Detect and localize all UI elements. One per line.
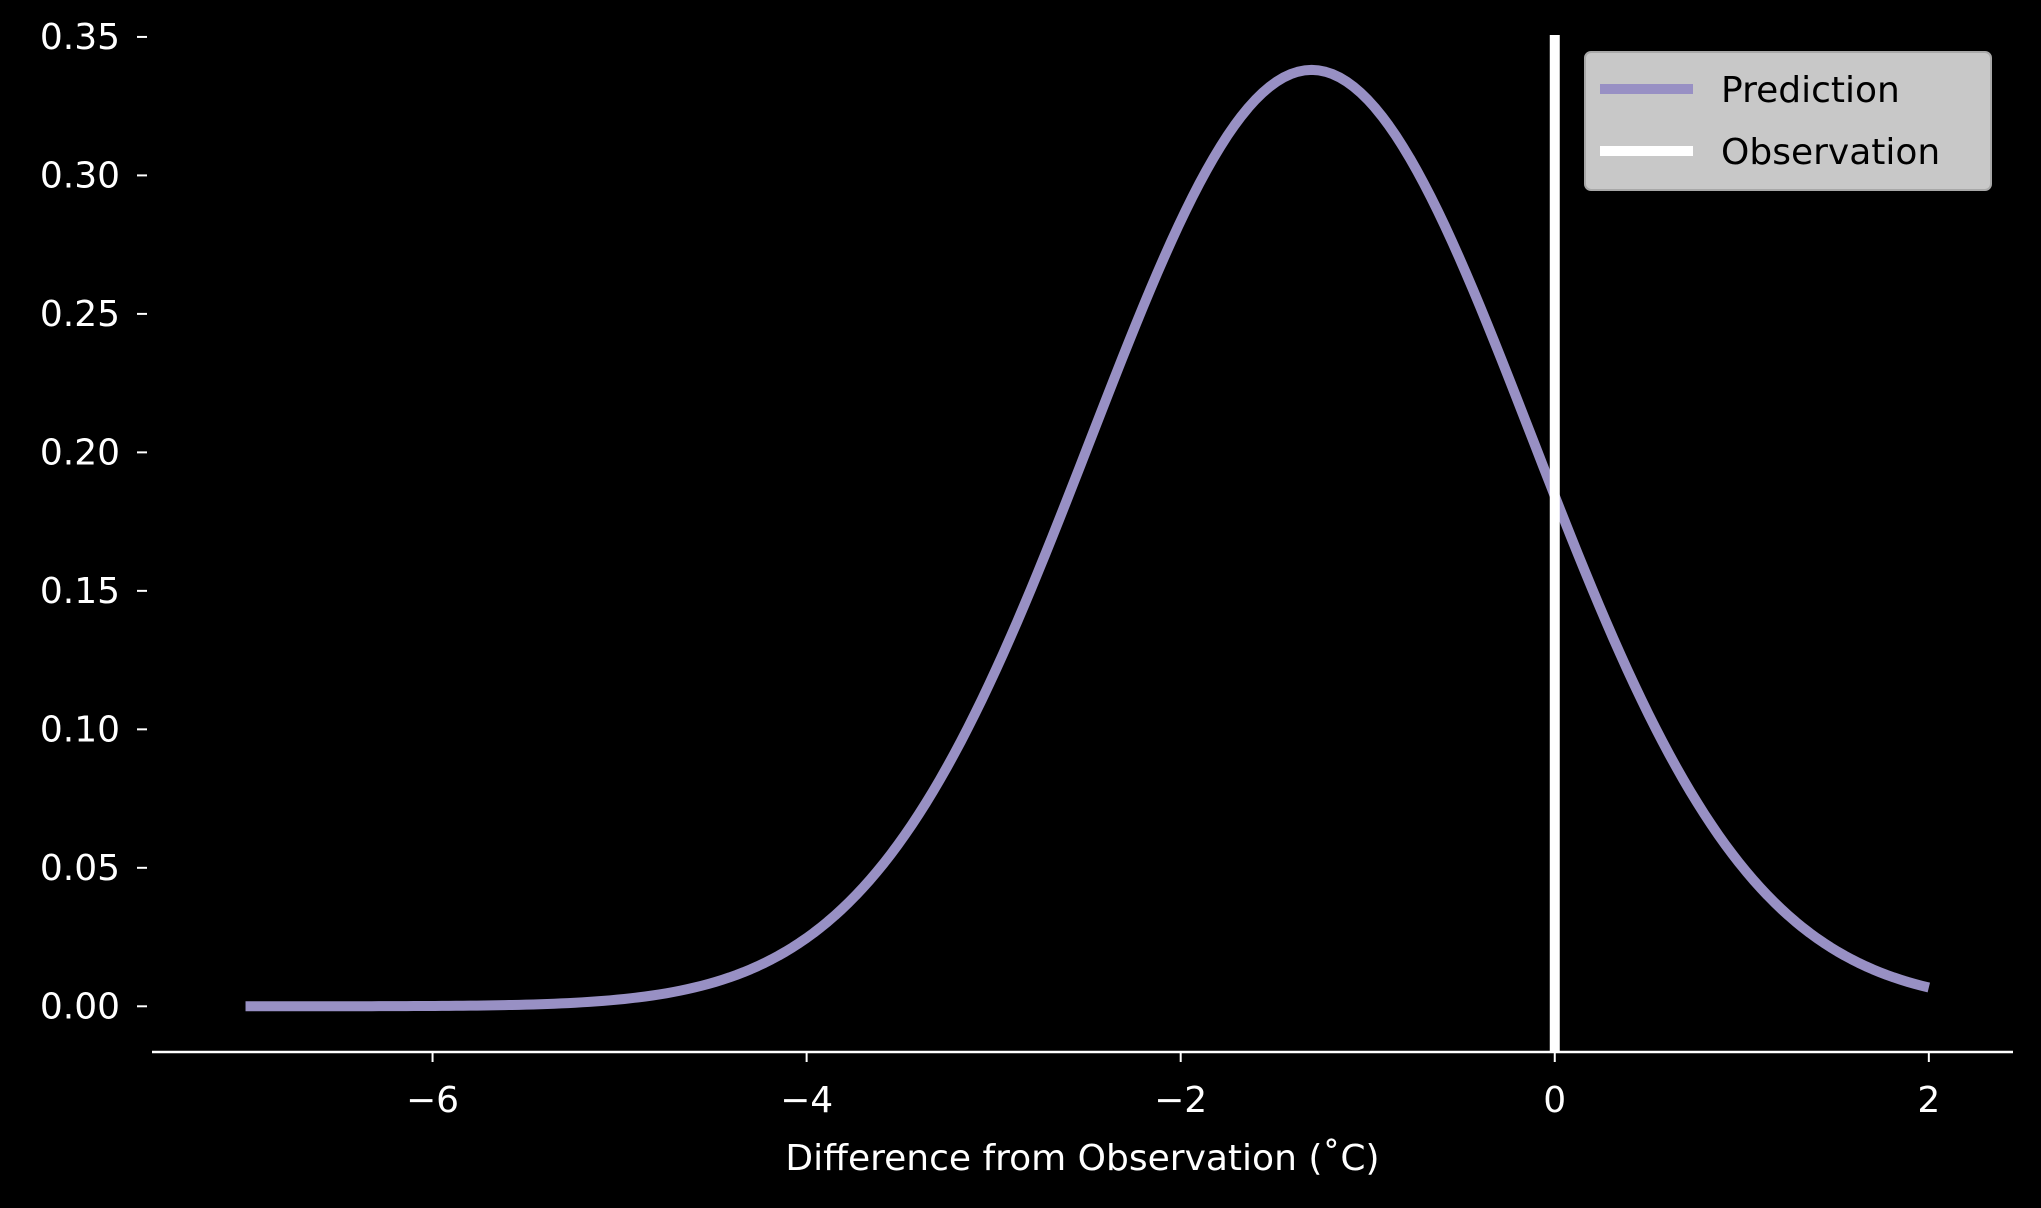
y-axis: 0.00 0.05 0.10 0.15 0.20 0.25 0.30 0.35: [40, 17, 147, 1027]
y-tick-label: 0.30: [40, 155, 120, 196]
x-axis-label: Difference from Observation (˚C): [785, 1138, 1379, 1179]
y-tick-label: 0.15: [40, 571, 120, 612]
legend-label-prediction: Prediction: [1721, 70, 1900, 111]
x-tick-label: −2: [1154, 1080, 1207, 1121]
x-tick-label: −4: [780, 1080, 833, 1121]
y-tick-label: 0.10: [40, 709, 120, 750]
y-tick-label: 0.35: [40, 17, 120, 58]
series-line-prediction: [245, 64, 1931, 1012]
x-tick-label: −6: [406, 1080, 459, 1121]
y-tick-label: 0.00: [40, 986, 120, 1027]
x-tick-label: 2: [1917, 1080, 1940, 1121]
legend: Prediction Observation: [1584, 51, 1992, 191]
y-tick-label: 0.05: [40, 848, 120, 889]
plot-area: [245, 35, 1931, 1052]
y-tick-label: 0.25: [40, 294, 120, 335]
y-tick-label: 0.20: [40, 432, 120, 473]
legend-label-observation: Observation: [1721, 132, 1940, 173]
x-tick-label: 0: [1543, 1080, 1566, 1121]
x-axis: −6 −4 −2 0 2: [152, 1050, 2013, 1121]
